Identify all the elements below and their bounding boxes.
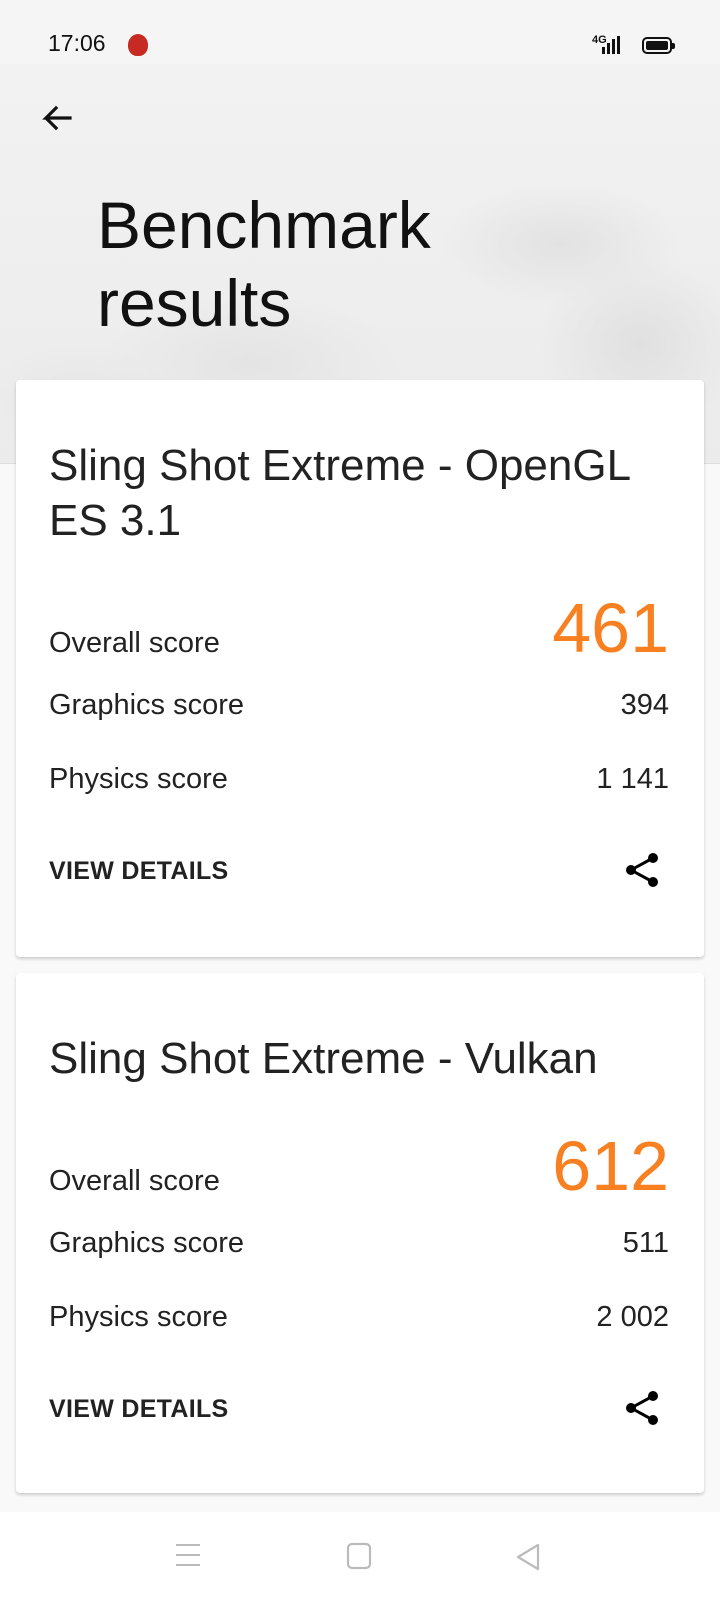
overall-score-row: Overall score 461: [49, 588, 671, 668]
back-arrow-icon[interactable]: [36, 100, 76, 140]
page-title-line2: results: [97, 266, 292, 340]
physics-score-row: Physics score 2 002: [49, 1280, 671, 1354]
share-icon[interactable]: [621, 1387, 665, 1431]
share-icon[interactable]: [621, 849, 665, 893]
home-icon[interactable]: [346, 1542, 372, 1575]
antutu-app-icon: [128, 34, 148, 56]
overall-score-row: Overall score 612: [49, 1126, 671, 1206]
overall-score: 461: [552, 589, 669, 667]
result-card-vulkan: Sling Shot Extreme - Vulkan Overall scor…: [16, 973, 704, 1493]
graphics-score: 394: [620, 689, 669, 721]
test-title: Sling Shot Extreme - OpenGL ES 3.1: [49, 441, 630, 545]
overall-label: Overall score: [49, 627, 220, 659]
menu-icon[interactable]: [175, 1542, 201, 1573]
status-bar: 17:06 4G: [0, 0, 720, 64]
page-title: Benchmark results: [97, 186, 431, 342]
test-title: Sling Shot Extreme - Vulkan: [49, 1034, 598, 1083]
physics-score: 2 002: [596, 1301, 669, 1333]
back-triangle-icon[interactable]: [515, 1542, 541, 1577]
graphics-score-row: Graphics score 394: [49, 668, 671, 742]
network-type: 4G: [592, 34, 607, 46]
physics-label: Physics score: [49, 1301, 228, 1333]
result-card-opengl: Sling Shot Extreme - OpenGL ES 3.1 Overa…: [16, 380, 704, 957]
graphics-label: Graphics score: [49, 1227, 245, 1259]
physics-score: 1 141: [596, 763, 669, 795]
view-details-button[interactable]: VIEW DETAILS: [49, 1394, 229, 1423]
status-time: 17:06: [48, 30, 106, 56]
physics-score-row: Physics score 1 141: [49, 742, 671, 816]
signal-icon: [602, 36, 620, 54]
physics-label: Physics score: [49, 763, 228, 795]
system-nav-bar: [0, 1512, 720, 1600]
battery-icon: [642, 37, 675, 54]
graphics-score-row: Graphics score 511: [49, 1206, 671, 1280]
overall-label: Overall score: [49, 1165, 220, 1197]
graphics-label: Graphics score: [49, 689, 245, 721]
graphics-score: 511: [622, 1227, 669, 1259]
page-title-line1: Benchmark: [97, 188, 431, 262]
view-details-button[interactable]: VIEW DETAILS: [49, 856, 229, 885]
overall-score: 612: [552, 1127, 669, 1205]
